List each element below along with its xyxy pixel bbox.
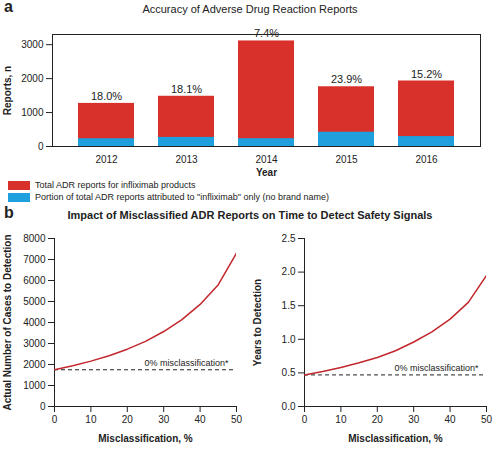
svg-text:Years to Detection: Years to Detection [252, 279, 263, 366]
html-text:Accuracy of Adverse Drug React: Accuracy of Adverse Drug Reaction Report… [142, 3, 358, 15]
svg-text:10: 10 [85, 414, 97, 425]
svg-text:8000: 8000 [23, 233, 46, 244]
svg-text:1000: 1000 [21, 107, 44, 118]
html-text:Impact of Misclassified ADR Re: Impact of Misclassified ADR Reports on T… [67, 209, 433, 221]
svg-text:Misclassification, %: Misclassification, % [98, 433, 193, 444]
svg-text:2.5: 2.5 [282, 233, 296, 244]
svg-text:Misclassification, %: Misclassification, % [348, 433, 443, 444]
svg-text:1.0: 1.0 [282, 334, 296, 345]
svg-text:0.5: 0.5 [282, 367, 296, 378]
svg-text:2000: 2000 [23, 359, 46, 370]
svg-text:0: 0 [40, 401, 46, 412]
svg-text:30: 30 [158, 414, 170, 425]
svg-text:0: 0 [38, 141, 44, 152]
svg-text:50: 50 [231, 414, 243, 425]
svg-text:7000: 7000 [23, 254, 46, 265]
svg-text:2.0: 2.0 [282, 266, 296, 277]
svg-text:1000: 1000 [23, 380, 46, 391]
svg-text:18.0%: 18.0% [91, 90, 122, 102]
svg-text:5000: 5000 [23, 296, 46, 307]
svg-text:2016: 2016 [415, 154, 438, 165]
svg-text:2012: 2012 [95, 154, 118, 165]
svg-text:0% misclassification*: 0% misclassification* [394, 363, 479, 373]
svg-text:40: 40 [195, 414, 207, 425]
svg-text:1.5: 1.5 [282, 300, 296, 311]
svg-text:3000: 3000 [23, 338, 46, 349]
svg-text:30: 30 [408, 414, 420, 425]
svg-text:0.0: 0.0 [282, 401, 296, 412]
svg-text:10: 10 [335, 414, 347, 425]
html-text:Portion of total ADR reports a: Portion of total ADR reports attributed … [35, 192, 329, 202]
svg-text:20: 20 [122, 414, 134, 425]
svg-text:20: 20 [372, 414, 384, 425]
svg-text:2015: 2015 [335, 154, 358, 165]
svg-text:2000: 2000 [21, 73, 44, 84]
svg-text:7.4%: 7.4% [254, 27, 279, 39]
svg-text:3000: 3000 [21, 39, 44, 50]
svg-text:15.2%: 15.2% [411, 68, 442, 80]
svg-text:0: 0 [302, 414, 308, 425]
svg-text:6000: 6000 [23, 275, 46, 286]
svg-text:0% misclassification*: 0% misclassification* [144, 358, 229, 368]
svg-text:23.9%: 23.9% [331, 73, 362, 85]
svg-text:Reports, n: Reports, n [2, 66, 13, 115]
svg-text:18.1%: 18.1% [171, 83, 202, 95]
svg-text:50: 50 [481, 414, 493, 425]
svg-text:40: 40 [445, 414, 457, 425]
svg-text:2014: 2014 [255, 154, 278, 165]
html-text:Total ADR reports for inflixim: Total ADR reports for infliximab product… [35, 180, 196, 190]
html-text:b: b [4, 204, 14, 221]
svg-text:Actual Number of Cases to Dete: Actual Number of Cases to Detection [2, 234, 13, 410]
svg-text:0: 0 [52, 414, 58, 425]
svg-text:4000: 4000 [23, 317, 46, 328]
svg-text:2013: 2013 [175, 154, 198, 165]
svg-text:Year: Year [256, 167, 277, 178]
